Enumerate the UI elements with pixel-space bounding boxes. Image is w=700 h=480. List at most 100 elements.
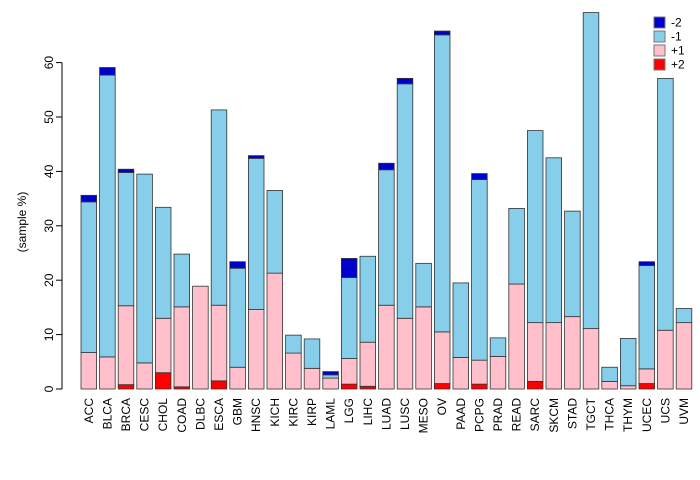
- bar-segment-KICH-+1: [266, 272, 284, 390]
- x-tick-label-DLBC: DLBC: [193, 398, 207, 430]
- bar-segment-BRCA-+2: [117, 384, 135, 390]
- bar-segment-PAAD--1: [452, 282, 470, 358]
- bar-segment-LGG--1: [340, 277, 358, 359]
- bar-segment-TGCT--1: [582, 12, 600, 330]
- bar-segment-LUSC--1: [396, 83, 414, 319]
- bar-segment-HNSC--2: [247, 155, 265, 159]
- bar-segment-OV--2: [433, 30, 451, 36]
- bar-segment-KIRC--1: [285, 334, 302, 354]
- bar-segment-KICH--1: [266, 190, 284, 274]
- bar-segment-SARC--1: [527, 130, 544, 324]
- x-tick-label-BRCA: BRCA: [119, 398, 133, 431]
- x-tick-label-LUAD: LUAD: [379, 398, 393, 430]
- bar-segment-GBM--2: [229, 261, 246, 269]
- bar-segment-LUAD-+1: [378, 304, 395, 390]
- x-tick-label-CESC: CESC: [138, 398, 152, 432]
- x-tick-label-UCEC: UCEC: [640, 398, 654, 432]
- y-tick-label: 60: [42, 56, 56, 70]
- bar-segment-GBM-+1: [229, 366, 246, 390]
- bar-segment-GBM--1: [229, 267, 246, 368]
- legend-swatch--1: [653, 30, 666, 43]
- bar-segment-LGG-+1: [340, 358, 358, 385]
- bar-segment-CESC--1: [136, 173, 153, 364]
- x-tick-label-MESO: MESO: [417, 398, 431, 433]
- legend-label-+1: +1: [671, 44, 685, 58]
- bar-segment-UCEC--1: [638, 265, 656, 370]
- bar-segment-UCEC-+2: [638, 383, 656, 390]
- bar-segment-UCS--1: [657, 77, 674, 331]
- bar-segment-LIHC--1: [359, 255, 377, 343]
- bar-segment-ESCA--1: [210, 109, 228, 306]
- x-tick-label-GBM: GBM: [231, 398, 245, 425]
- x-tick-label-UCS: UCS: [658, 398, 672, 423]
- y-tick-label: 0: [42, 385, 56, 392]
- bar-segment-COAD-+1: [173, 306, 191, 388]
- bar-segment-BRCA--2: [117, 168, 135, 173]
- bar-segment-TGCT-+1: [582, 328, 600, 390]
- y-tick-label: 50: [42, 110, 56, 124]
- legend-swatch--2: [653, 16, 666, 29]
- bar-segment-MESO-+1: [415, 306, 432, 390]
- bar-segment-PCPG--2: [471, 173, 488, 180]
- x-tick-label-ACC: ACC: [82, 398, 96, 424]
- bar-segment-LGG-+2: [340, 383, 358, 390]
- bar-segment-PRAD-+1: [489, 355, 507, 390]
- x-tick-label-TGCT: TGCT: [584, 397, 598, 430]
- bar-segment-CHOL-+2: [154, 372, 172, 390]
- x-tick-label-READ: READ: [510, 398, 524, 432]
- bar-segment-OV--1: [433, 34, 451, 333]
- bar-segment-OV-+1: [433, 331, 451, 384]
- bar-segment-LUSC--2: [396, 77, 414, 85]
- bar-segment-LIHC-+2: [359, 385, 377, 390]
- bar-segment-OV-+2: [433, 383, 451, 390]
- bar-segment-PCPG-+1: [471, 359, 488, 385]
- bar-segment-CESC-+1: [136, 362, 153, 390]
- x-tick-label-UVM: UVM: [677, 398, 691, 425]
- bar-segment-PCPG--1: [471, 179, 488, 361]
- y-axis-title: (sample %): [15, 192, 29, 253]
- bar-segment-READ-+1: [508, 283, 525, 390]
- bar-segment-ACC--1: [80, 201, 98, 353]
- x-tick-label-LUSC: LUSC: [398, 398, 412, 430]
- bar-segment-THYM-+1: [620, 385, 637, 390]
- bar-segment-UVM-+1: [675, 322, 693, 390]
- bar-segment-ESCA-+2: [210, 380, 228, 390]
- bar-segment-SKCM--1: [545, 157, 563, 324]
- legend-label--2: -2: [671, 16, 682, 30]
- bar-segment-THYM--1: [620, 338, 637, 387]
- x-tick-label-THCA: THCA: [603, 398, 617, 431]
- bar-segment-ACC--2: [80, 194, 98, 203]
- bar-segment-LUSC-+1: [396, 317, 414, 390]
- bar-segment-DLBC-+1: [192, 285, 209, 390]
- x-tick-label-COAD: COAD: [175, 398, 189, 433]
- legend-label--1: -1: [671, 30, 682, 44]
- x-tick-label-STAD: STAD: [565, 398, 579, 429]
- bar-segment-BRCA--1: [117, 172, 135, 307]
- x-tick-label-KICH: KICH: [268, 398, 282, 427]
- x-tick-label-OV: OV: [435, 398, 449, 415]
- x-tick-label-THYM: THYM: [621, 398, 635, 432]
- bar-segment-UCS-+1: [657, 329, 674, 390]
- bar-segment-LAML-+1: [322, 377, 339, 390]
- x-tick-label-KIRC: KIRC: [286, 398, 300, 427]
- bar-segment-CHOL-+1: [154, 317, 172, 374]
- bar-segment-KIRC-+1: [285, 352, 302, 390]
- y-tick-label: 20: [42, 273, 56, 287]
- x-tick-label-PCPG: PCPG: [472, 398, 486, 432]
- x-tick-label-LGG: LGG: [342, 398, 356, 423]
- legend-swatch-+1: [653, 44, 666, 57]
- bar-segment-SKCM-+1: [545, 322, 563, 390]
- bar-segment-BLCA--1: [99, 74, 116, 358]
- bar-segment-HNSC-+1: [247, 309, 265, 390]
- bar-segment-READ--1: [508, 207, 525, 285]
- bar-segment-THCA-+1: [601, 380, 618, 390]
- x-tick-label-HNSC: HNSC: [249, 398, 263, 432]
- bar-segment-STAD--1: [564, 210, 581, 318]
- bar-segment-BLCA-+1: [99, 356, 116, 390]
- bar-segment-LGG--2: [340, 258, 358, 278]
- bar-segment-THCA--1: [601, 366, 618, 382]
- x-tick-label-LAML: LAML: [324, 398, 338, 430]
- x-tick-label-ESCA: ESCA: [212, 398, 226, 431]
